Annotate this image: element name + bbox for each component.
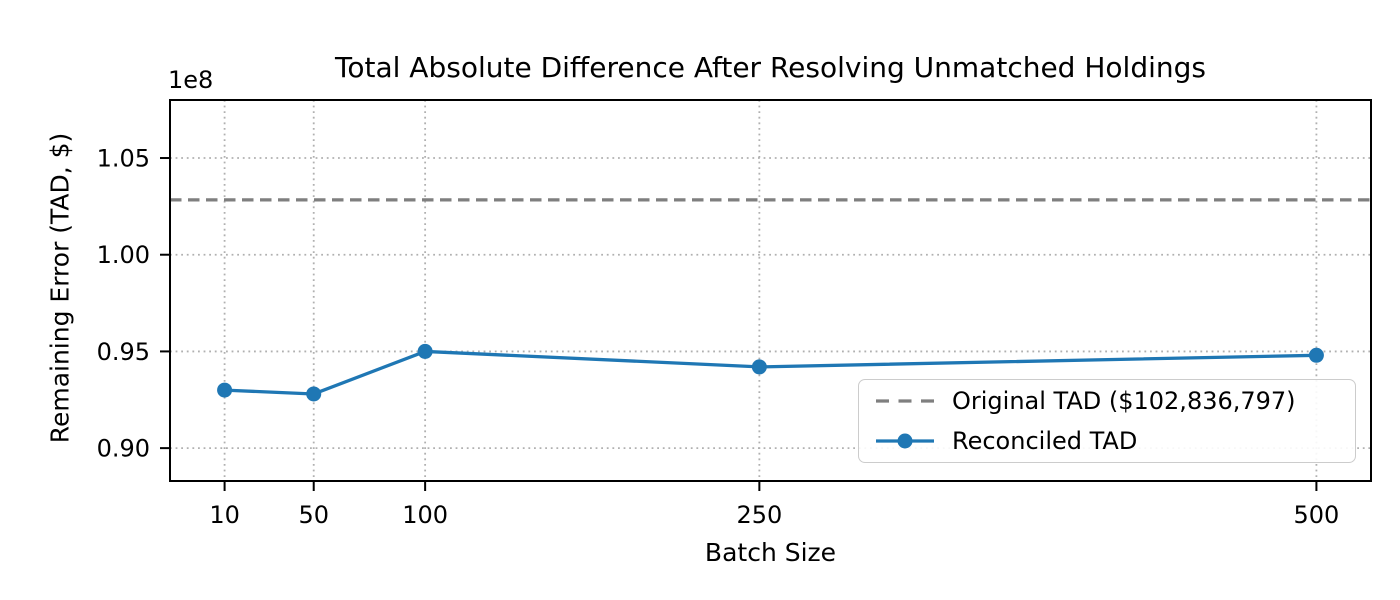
legend-marker-line-sample <box>876 433 934 449</box>
legend-label: Reconciled TAD <box>952 427 1138 455</box>
x-tick-label: 10 <box>209 501 240 529</box>
data-point-marker <box>306 386 322 402</box>
legend-label: Original TAD ($102,836,797) <box>952 387 1296 415</box>
y-tick-label: 0.90 <box>97 435 150 463</box>
y-tick-label: 0.95 <box>97 338 150 366</box>
x-axis-label: Batch Size <box>704 538 837 567</box>
ticks: 10 50 100 250 500 0.90 0.95 1.00 1.05 <box>97 145 1340 529</box>
x-tick-label: 500 <box>1294 501 1340 529</box>
gridlines <box>170 100 1371 481</box>
legend: Original TAD ($102,836,797) Reconciled TA… <box>858 379 1356 463</box>
axes-spines <box>169 99 1372 482</box>
data-point-marker <box>417 343 433 359</box>
data-point-marker <box>1308 347 1324 363</box>
x-tick-label: 50 <box>298 501 329 529</box>
y-tick-label: 1.05 <box>97 145 150 173</box>
legend-dashed-line-sample <box>876 399 934 403</box>
y-tick-label: 1.00 <box>97 241 150 269</box>
data-point-marker <box>217 382 233 398</box>
y-axis-offset-label: 1e8 <box>168 66 214 94</box>
data-point-marker <box>751 359 767 375</box>
chart-title: Total Absolute Difference After Resolvin… <box>335 51 1206 84</box>
legend-entry: Original TAD ($102,836,797) <box>874 381 1355 421</box>
x-tick-label: 250 <box>736 501 782 529</box>
data-series <box>217 343 1324 402</box>
y-axis-label: Remaining Error (TAD, $) <box>45 132 75 444</box>
legend-entry: Reconciled TAD <box>874 421 1355 461</box>
x-tick-label: 100 <box>402 501 448 529</box>
